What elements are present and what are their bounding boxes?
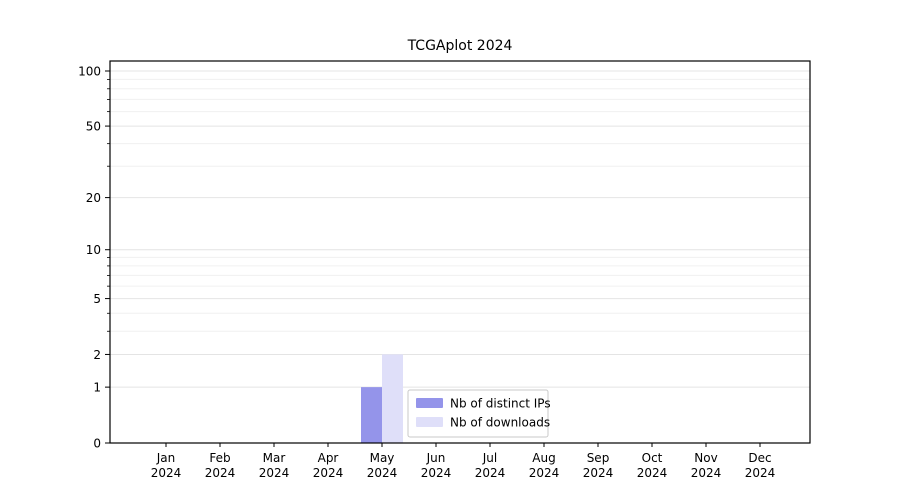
x-axis-month-label: Jun (426, 451, 446, 465)
x-axis-year-label: 2024 (583, 466, 614, 480)
legend: Nb of distinct IPs Nb of downloads (407, 389, 551, 438)
y-axis-tick-label: 20 (86, 191, 101, 205)
x-axis-year-label: 2024 (421, 466, 452, 480)
x-axis-month-label: Sep (587, 451, 610, 465)
x-axis-year-label: 2024 (259, 466, 290, 480)
y-axis-tick-label: 50 (86, 120, 101, 134)
legend-label-nb-of-distinct-ips: Nb of distinct IPs (450, 397, 551, 411)
y-axis-tick-label: 10 (86, 243, 101, 257)
bar-nb-of-distinct-ips-may (361, 387, 382, 443)
gridlines-group (110, 70, 810, 388)
x-axis-month-label: Oct (642, 451, 663, 465)
x-axis-year-label: 2024 (367, 466, 398, 480)
legend-swatch-nb-of-distinct-ips (416, 398, 443, 408)
x-axis-year-label: 2024 (205, 466, 236, 480)
x-axis-month-label: Aug (532, 451, 555, 465)
y-axis-tick-label: 2 (93, 348, 101, 362)
legend-swatch-nb-of-downloads (416, 417, 443, 427)
x-axis-year-label: 2024 (745, 466, 776, 480)
chart-title: TCGAplot 2024 (407, 38, 513, 54)
axes-group: 0125102050100Jan2024Feb2024Mar2024Apr202… (78, 65, 775, 481)
x-axis-month-label: May (370, 451, 395, 465)
bars-group (361, 354, 403, 443)
x-axis-month-label: Apr (318, 451, 339, 465)
y-axis-tick-label: 1 (93, 381, 101, 395)
y-axis-tick-label: 0 (93, 437, 101, 451)
x-axis-year-label: 2024 (475, 466, 506, 480)
x-axis-month-label: Feb (209, 451, 230, 465)
x-axis-month-label: Nov (694, 451, 717, 465)
bar-nb-of-downloads-may (382, 354, 403, 443)
x-axis-year-label: 2024 (313, 466, 344, 480)
y-axis-tick-label: 5 (93, 292, 101, 306)
x-axis-month-label: Dec (748, 451, 771, 465)
x-axis-year-label: 2024 (691, 466, 722, 480)
y-axis-tick-label: 100 (78, 65, 101, 79)
legend-label-nb-of-downloads: Nb of downloads (450, 416, 550, 430)
x-axis-month-label: Jul (482, 451, 497, 465)
x-axis-year-label: 2024 (151, 466, 182, 480)
plot-border (109, 60, 811, 444)
x-axis-month-label: Mar (263, 451, 286, 465)
x-axis-year-label: 2024 (637, 466, 668, 480)
x-axis-month-label: Jan (156, 451, 176, 465)
x-axis-year-label: 2024 (529, 466, 560, 480)
